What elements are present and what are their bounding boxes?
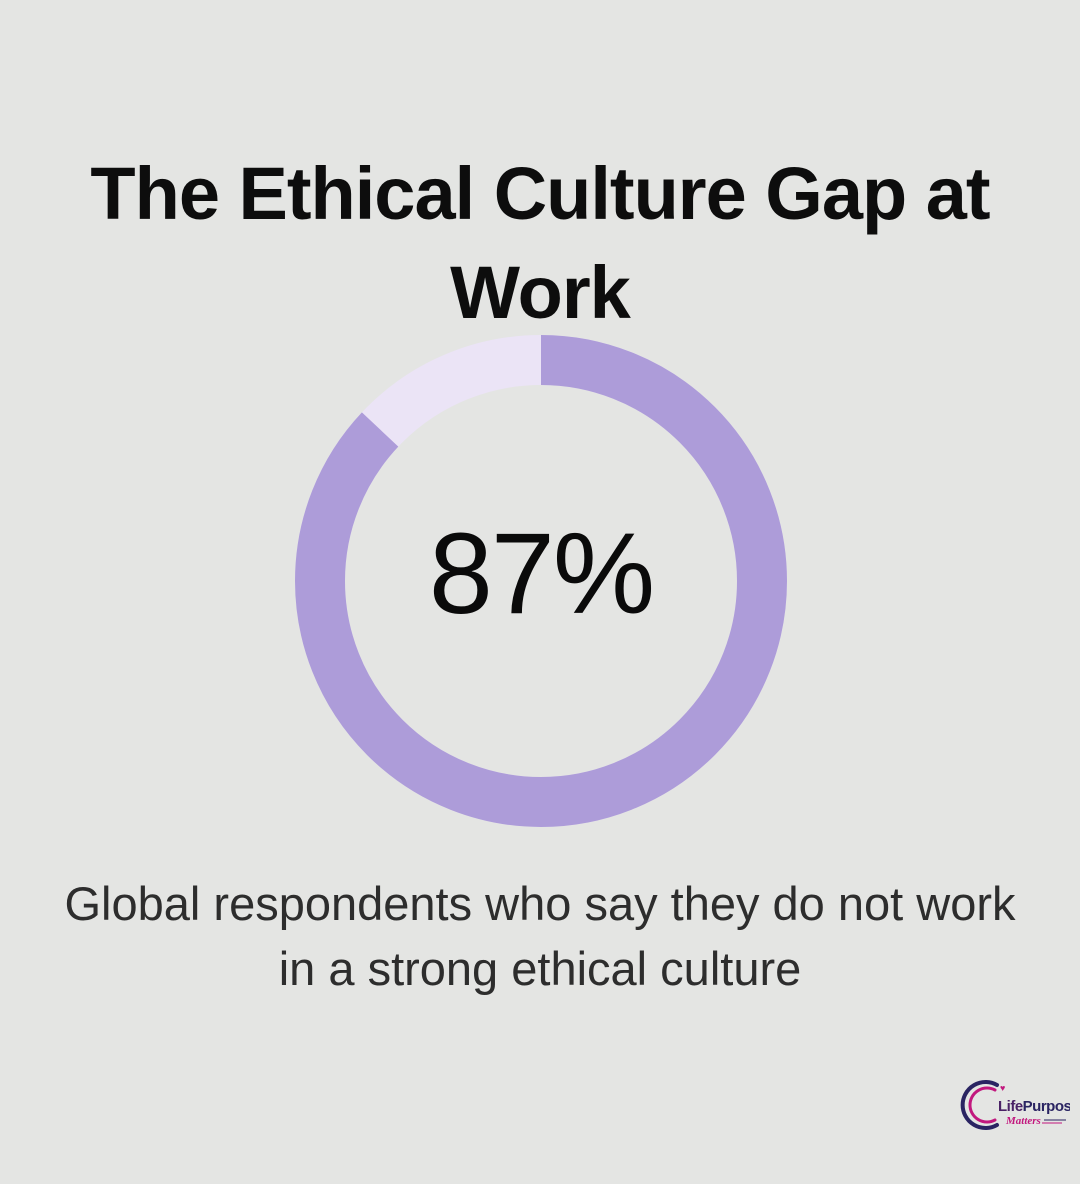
chart-caption: Global respondents who say they do not w… [0, 871, 1080, 1001]
chart-caption-line-2: in a strong ethical culture [278, 942, 802, 995]
brand-logo-svg: ♥ LifePurpose Matters [960, 1080, 1070, 1130]
page-title-line-2: Work [450, 250, 631, 334]
chart-caption-line-1: Global respondents who say they do not w… [64, 877, 1016, 930]
donut-center-label: 87% [428, 510, 655, 638]
logo-tagline: Matters [1005, 1115, 1041, 1127]
logo-brand-part2: Purpose [1023, 1098, 1070, 1115]
heart-icon: ♥ [1000, 1083, 1005, 1093]
brand-logo: ♥ LifePurpose Matters [952, 1074, 1070, 1140]
donut-chart: 87% [295, 335, 787, 827]
logo-swoosh-outer-icon [960, 1080, 999, 1130]
logo-swoosh-inner-icon [968, 1086, 997, 1124]
donut-chart-svg [295, 335, 787, 827]
page-title: The Ethical Culture Gap at Work [0, 144, 1080, 342]
donut-value-arc [295, 335, 787, 827]
logo-brand-name: LifePurpose [998, 1098, 1070, 1115]
page-title-line-1: The Ethical Culture Gap at [90, 151, 990, 235]
logo-brand-part1: Life [998, 1098, 1023, 1115]
